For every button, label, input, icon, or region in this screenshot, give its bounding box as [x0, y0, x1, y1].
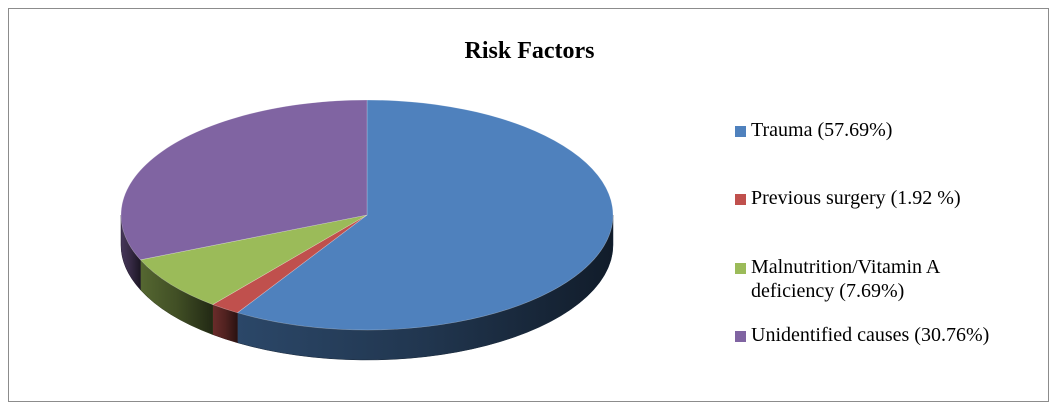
pie-slice-trauma — [236, 99, 614, 331]
legend-swatch-previous-surgery — [735, 194, 746, 205]
legend-swatch-trauma — [735, 126, 746, 137]
legend-label-previous-surgery: Previous surgery (1.92 %) — [751, 187, 961, 209]
legend-swatch-unidentified-causes — [735, 331, 746, 342]
pie-slice-unidentified-causes — [120, 99, 368, 261]
pie-top-faces — [120, 99, 614, 331]
legend-label-malnutrition: Malnutrition/Vitamin A deficiency (7.69%… — [751, 256, 940, 302]
legend-item-unidentified-causes: Unidentified causes (30.76%) — [735, 323, 989, 347]
legend-item-trauma: Trauma (57.69%) — [735, 118, 892, 142]
legend-swatch-malnutrition — [735, 263, 746, 274]
legend-item-malnutrition: Malnutrition/Vitamin A deficiency (7.69%… — [735, 255, 975, 303]
pie-slice-previous-surgery — [212, 214, 368, 314]
chart-title: Risk Factors — [464, 38, 595, 64]
legend-label-unidentified-causes: Unidentified causes (30.76%) — [751, 324, 990, 346]
pie-slice-malnutrition-vitamin-a-deficiency — [139, 214, 368, 305]
legend-item-previous-surgery: Previous surgery (1.92 %) — [735, 186, 961, 210]
legend-label-trauma: Trauma (57.69%) — [751, 119, 893, 141]
